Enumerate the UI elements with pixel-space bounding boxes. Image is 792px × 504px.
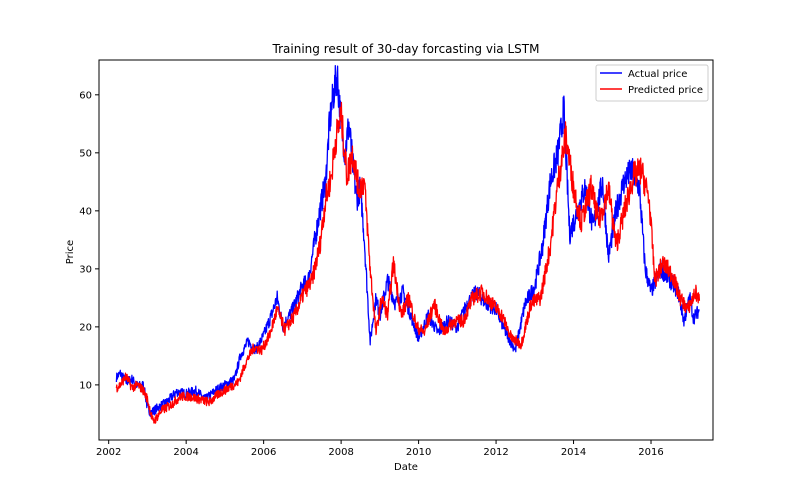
y-axis-label: Price xyxy=(65,240,76,264)
series-line-actual xyxy=(115,65,700,417)
series-line-predicted xyxy=(115,101,701,424)
y-tick-label: 20 xyxy=(79,322,92,333)
x-tick-label: 2014 xyxy=(561,447,586,458)
legend-box xyxy=(595,64,709,102)
legend-label-predicted: Predicted price xyxy=(628,85,703,96)
chart-title: Training result of 30-day forcasting via… xyxy=(272,42,540,56)
x-tick-label: 2006 xyxy=(251,447,276,458)
x-tick-label: 2016 xyxy=(638,447,663,458)
x-axis: 2002 2004 2006 2008 2010 2012 2014 2016 xyxy=(96,440,664,458)
x-tick-label: 2002 xyxy=(96,447,121,458)
x-tick-label: 2012 xyxy=(483,447,508,458)
x-tick-label: 2004 xyxy=(173,447,198,458)
x-axis-label: Date xyxy=(394,462,418,473)
legend: Actual price Predicted price xyxy=(595,64,709,102)
legend-label-actual: Actual price xyxy=(628,69,687,80)
y-tick-label: 30 xyxy=(79,264,92,275)
plot-frame xyxy=(98,59,714,441)
plot-area xyxy=(99,60,713,440)
x-tick-label: 2010 xyxy=(406,447,431,458)
y-tick-label: 10 xyxy=(79,380,92,391)
y-tick-label: 60 xyxy=(79,90,92,101)
x-tick-label: 2008 xyxy=(328,447,353,458)
y-axis: 10 20 30 40 50 60 xyxy=(79,90,99,391)
y-tick-label: 40 xyxy=(79,206,92,217)
y-tick-label: 50 xyxy=(79,148,92,159)
series-layer xyxy=(115,65,701,424)
